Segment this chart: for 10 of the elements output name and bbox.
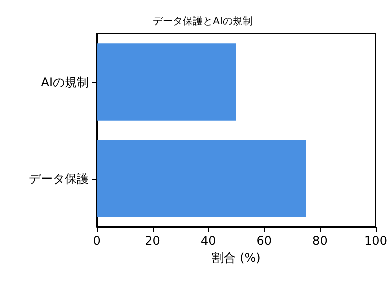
x-tick-label: 60 [256, 234, 272, 248]
y-tick-label: データ保護 [29, 172, 89, 186]
x-tick-label: 40 [200, 234, 216, 248]
y-tick-label: AIの規制 [41, 75, 89, 90]
x-tick-label: 0 [93, 234, 101, 248]
chart-title: データ保護とAIの規制 [153, 16, 253, 28]
x-tick-label: 100 [364, 234, 388, 248]
x-tick-label: 20 [145, 234, 160, 248]
x-axis-title: 割合 (%) [212, 250, 261, 265]
x-tick-label: 80 [312, 234, 328, 248]
